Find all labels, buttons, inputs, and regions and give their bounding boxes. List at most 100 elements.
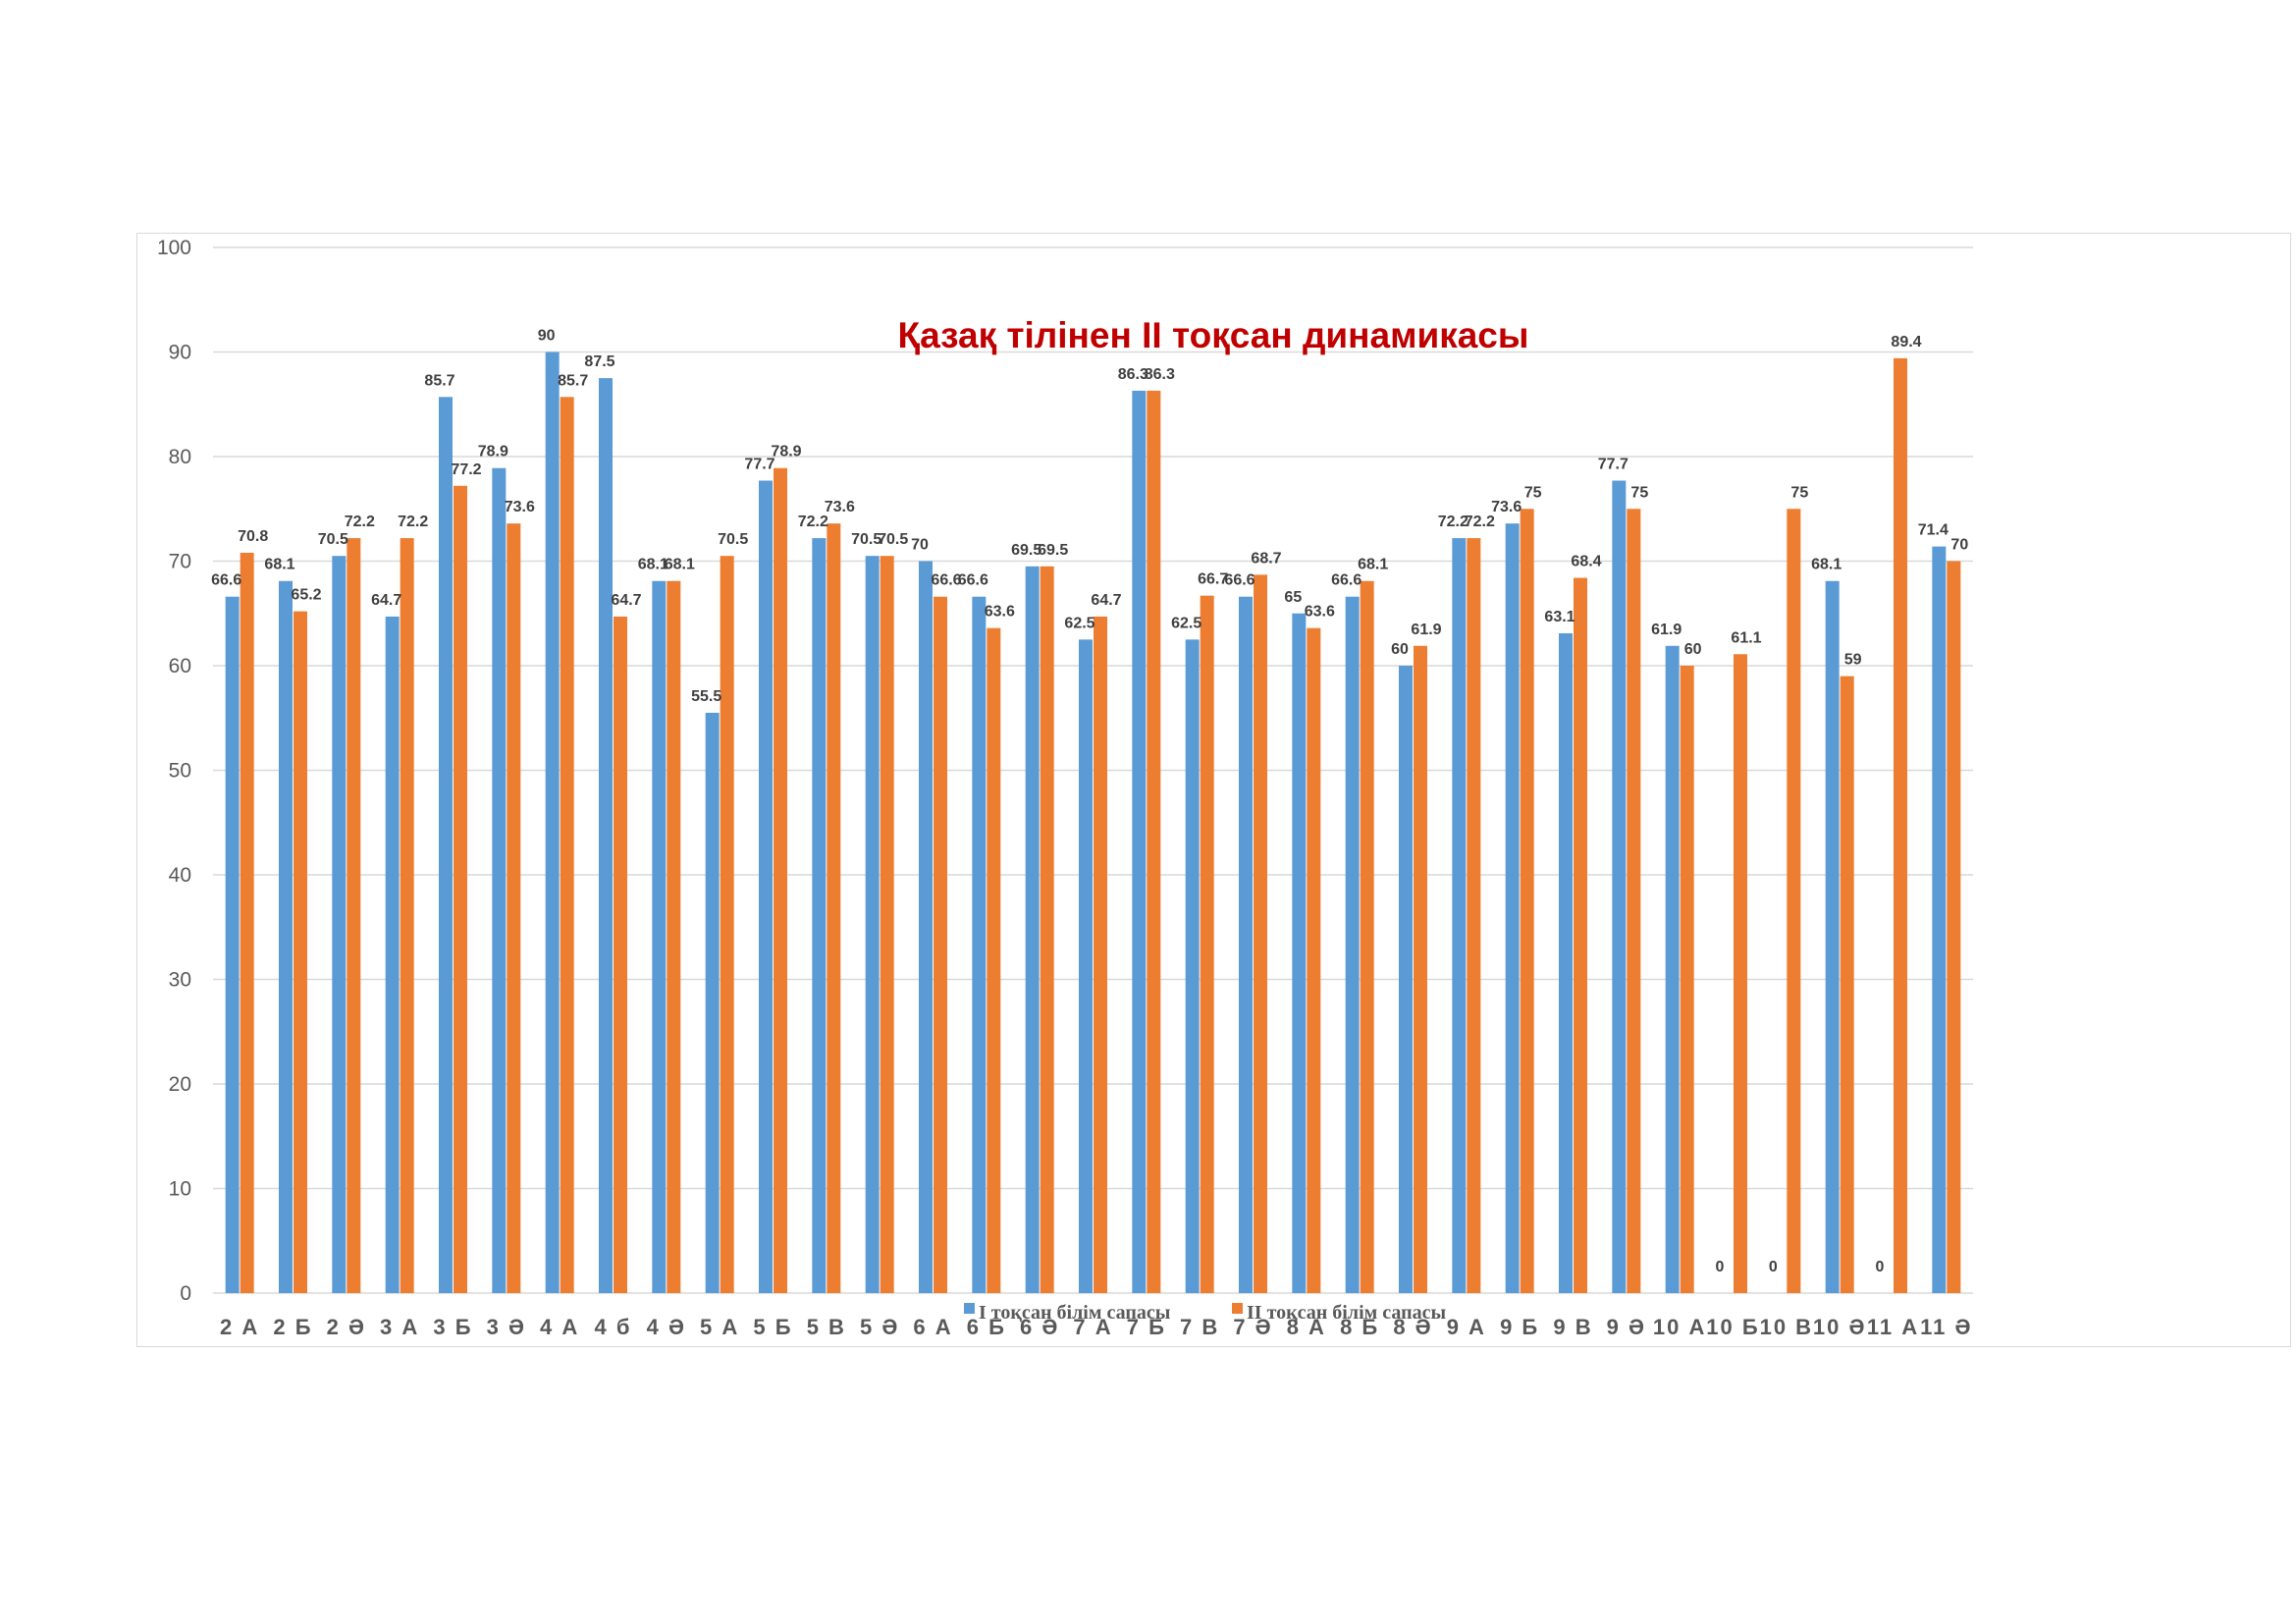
data-label-series-2: 85.7 bbox=[558, 372, 588, 389]
y-tick-label: 20 bbox=[169, 1073, 191, 1096]
bar-series-2 bbox=[774, 467, 787, 1294]
x-category-label: 8 А bbox=[1287, 1315, 1326, 1339]
bar-series-2 bbox=[827, 523, 841, 1293]
data-label-series-1: 86.3 bbox=[1118, 366, 1148, 383]
bar-series-2 bbox=[1574, 577, 1587, 1293]
bar-series-2 bbox=[987, 627, 1001, 1293]
bar-series-1 bbox=[439, 397, 453, 1293]
data-label-series-1: 69.5 bbox=[1011, 542, 1041, 559]
bar-series-2 bbox=[1467, 538, 1481, 1293]
data-label-series-1: 70 bbox=[911, 537, 929, 554]
data-label-series-1: 63.1 bbox=[1544, 609, 1575, 625]
data-label-series-2: 75 bbox=[1630, 484, 1648, 501]
data-label-series-2: 68.1 bbox=[1358, 557, 1388, 573]
x-category-label: 9 Б bbox=[1500, 1315, 1539, 1339]
x-category-label: 8 Б bbox=[1340, 1315, 1379, 1339]
data-label-series-2: 63.6 bbox=[985, 604, 1015, 621]
data-label-series-1: 60 bbox=[1391, 641, 1409, 658]
data-label-series-1: 87.5 bbox=[584, 353, 614, 370]
x-category-label: 7 А bbox=[1073, 1315, 1112, 1339]
data-label-series-1: 65 bbox=[1284, 589, 1302, 606]
legend-label-series-1: І тоқсан білім сапасы bbox=[979, 1302, 1171, 1324]
x-category-label: 11 А bbox=[1867, 1315, 1919, 1339]
bars bbox=[225, 352, 1961, 1294]
data-label-series-2: 77.2 bbox=[451, 461, 481, 478]
bar-series-2 bbox=[347, 538, 361, 1293]
bar-series-1 bbox=[332, 556, 347, 1293]
gridlines bbox=[213, 246, 1973, 1294]
bar-series-1 bbox=[652, 580, 667, 1293]
bar-series-1 bbox=[1025, 566, 1040, 1293]
data-label-series-2: 64.7 bbox=[611, 592, 641, 609]
data-labels: 66.670.868.165.270.572.264.772.285.777.2… bbox=[211, 328, 1968, 1276]
data-label-series-1: 73.6 bbox=[1491, 499, 1522, 515]
bar-series-1 bbox=[492, 467, 507, 1294]
x-category-label: 6 А bbox=[913, 1315, 952, 1339]
x-category-label: 9 В bbox=[1553, 1315, 1592, 1339]
data-label-series-1: 61.9 bbox=[1651, 622, 1682, 638]
y-tick-label: 40 bbox=[169, 864, 191, 887]
bar-series-2 bbox=[1840, 676, 1854, 1293]
bar-series-2 bbox=[1040, 566, 1054, 1293]
data-label-series-1: 68.1 bbox=[638, 557, 668, 573]
x-category-label: 4 А bbox=[540, 1315, 579, 1339]
legend-swatch-series-1 bbox=[964, 1303, 975, 1314]
y-tick-label: 90 bbox=[169, 342, 191, 364]
data-label-series-1: 66.6 bbox=[211, 572, 241, 589]
bar-series-2 bbox=[240, 552, 254, 1293]
legend: І тоқсан білім сапасы ІІ тоқсан білім са… bbox=[964, 1302, 1447, 1324]
data-label-series-1: 72.2 bbox=[798, 514, 828, 530]
legend-swatch-series-2 bbox=[1232, 1303, 1243, 1314]
y-tick-label: 70 bbox=[169, 551, 191, 573]
data-label-series-2: 60 bbox=[1684, 641, 1702, 658]
data-label-series-1: 0 bbox=[1769, 1259, 1778, 1275]
data-label-series-2: 78.9 bbox=[771, 444, 801, 460]
x-category-label: 10 Б bbox=[1706, 1315, 1759, 1339]
bar-series-2 bbox=[294, 611, 307, 1293]
data-label-series-1: 55.5 bbox=[691, 688, 721, 705]
data-label-series-2: 73.6 bbox=[505, 499, 535, 515]
bar-series-2 bbox=[1360, 580, 1374, 1293]
data-label-series-2: 68.7 bbox=[1251, 550, 1281, 567]
bar-series-1 bbox=[1292, 613, 1307, 1293]
data-label-series-2: 59 bbox=[1844, 652, 1862, 669]
data-label-series-2: 61.1 bbox=[1731, 629, 1761, 646]
x-category-label: 2 Ә bbox=[327, 1315, 366, 1339]
y-tick-label: 10 bbox=[169, 1178, 191, 1201]
bar-series-2 bbox=[1307, 627, 1321, 1293]
data-label-series-1: 85.7 bbox=[424, 372, 454, 389]
x-category-label: 7 В bbox=[1180, 1315, 1219, 1339]
data-label-series-1: 66.6 bbox=[958, 572, 988, 589]
bar-series-2 bbox=[1787, 509, 1801, 1293]
x-category-label: 4 б bbox=[595, 1315, 632, 1339]
data-label-series-2: 73.6 bbox=[825, 499, 855, 515]
x-category-label: 5 В bbox=[807, 1315, 846, 1339]
bar-series-1 bbox=[812, 538, 827, 1293]
bar-series-1 bbox=[385, 616, 400, 1293]
data-label-series-2: 75 bbox=[1790, 484, 1808, 501]
data-label-series-2: 69.5 bbox=[1038, 542, 1068, 559]
bar-series-1 bbox=[225, 596, 240, 1293]
data-label-series-1: 68.1 bbox=[264, 557, 294, 573]
legend-label-series-2: ІІ тоқсан білім сапасы bbox=[1247, 1302, 1447, 1324]
bar-series-2 bbox=[1254, 574, 1267, 1293]
x-category-label: 7 Б bbox=[1127, 1315, 1166, 1339]
x-category-label: 2 А bbox=[220, 1315, 259, 1339]
x-category-label: 3 А bbox=[380, 1315, 419, 1339]
x-category-label: 9 Ә bbox=[1607, 1315, 1646, 1339]
bar-series-2 bbox=[1894, 357, 1907, 1293]
x-category-label: 10 А bbox=[1653, 1315, 1706, 1339]
x-category-label: 5 А bbox=[700, 1315, 739, 1339]
data-label-series-2: 66.7 bbox=[1198, 571, 1228, 588]
data-label-series-2: 68.4 bbox=[1571, 554, 1601, 570]
x-category-label: 7 Ә bbox=[1233, 1315, 1272, 1339]
bar-series-2 bbox=[1414, 645, 1427, 1293]
x-category-label: 9 А bbox=[1447, 1315, 1486, 1339]
bar-series-1 bbox=[1185, 639, 1200, 1293]
bar-series-1 bbox=[1559, 632, 1573, 1293]
data-label-series-2: 72.2 bbox=[1465, 514, 1495, 530]
data-label-series-1: 70.5 bbox=[318, 531, 348, 548]
x-category-label: 3 Ә bbox=[487, 1315, 526, 1339]
bar-series-1 bbox=[1132, 390, 1147, 1293]
